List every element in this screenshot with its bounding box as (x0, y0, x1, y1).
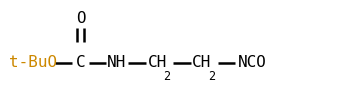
Text: 2: 2 (208, 70, 215, 83)
Text: NCO: NCO (238, 55, 267, 70)
Text: CH: CH (192, 55, 211, 70)
Text: t-BuO: t-BuO (9, 55, 57, 70)
Text: 2: 2 (163, 70, 170, 83)
Text: O: O (76, 11, 85, 26)
Text: CH: CH (148, 55, 167, 70)
Text: NH: NH (107, 55, 126, 70)
Text: C: C (76, 55, 85, 70)
